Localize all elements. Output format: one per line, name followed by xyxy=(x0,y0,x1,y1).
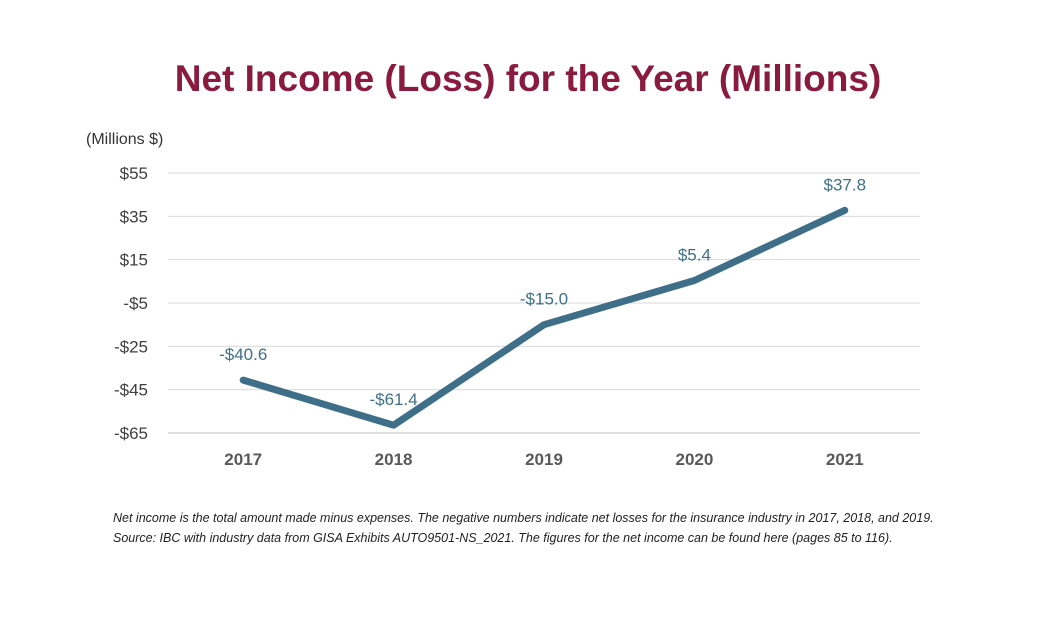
y-tick-label: -$25 xyxy=(114,337,148,356)
x-tick-label: 2021 xyxy=(826,450,864,469)
series-group xyxy=(239,206,849,429)
data-label: $37.8 xyxy=(824,175,867,194)
y-tick-label: $35 xyxy=(120,207,148,226)
footnote: Net income is the total amount made minu… xyxy=(113,508,1013,548)
y-axis-ticks: $55 $35 $15 -$5 -$25 -$45 -$65 xyxy=(114,164,148,443)
footnote-line-1: Net income is the total amount made minu… xyxy=(113,511,934,525)
gridlines xyxy=(168,172,920,434)
data-labels: -$40.6 -$61.4 -$15.0 $5.4 $37.8 xyxy=(219,175,866,409)
x-tick-label: 2017 xyxy=(224,450,262,469)
x-tick-label: 2018 xyxy=(375,450,413,469)
series-line xyxy=(239,206,849,429)
footnote-line-2: Source: IBC with industry data from GISA… xyxy=(113,531,893,545)
chart-title: Net Income (Loss) for the Year (Millions… xyxy=(174,58,882,99)
y-axis-unit-label: (Millions $) xyxy=(86,131,164,148)
x-axis-ticks: 2017 2018 2019 2020 2021 xyxy=(224,450,863,469)
y-tick-label: -$65 xyxy=(114,424,148,443)
y-tick-label: -$5 xyxy=(123,294,148,313)
y-tick-label: $55 xyxy=(120,164,148,183)
data-label: -$15.0 xyxy=(520,290,568,309)
data-label: $5.4 xyxy=(678,245,711,264)
x-tick-label: 2020 xyxy=(675,450,713,469)
x-tick-label: 2019 xyxy=(525,450,563,469)
y-tick-label: -$45 xyxy=(114,381,148,400)
data-label: -$61.4 xyxy=(369,390,417,409)
y-tick-label: $15 xyxy=(120,251,148,270)
data-label: -$40.6 xyxy=(219,345,267,364)
